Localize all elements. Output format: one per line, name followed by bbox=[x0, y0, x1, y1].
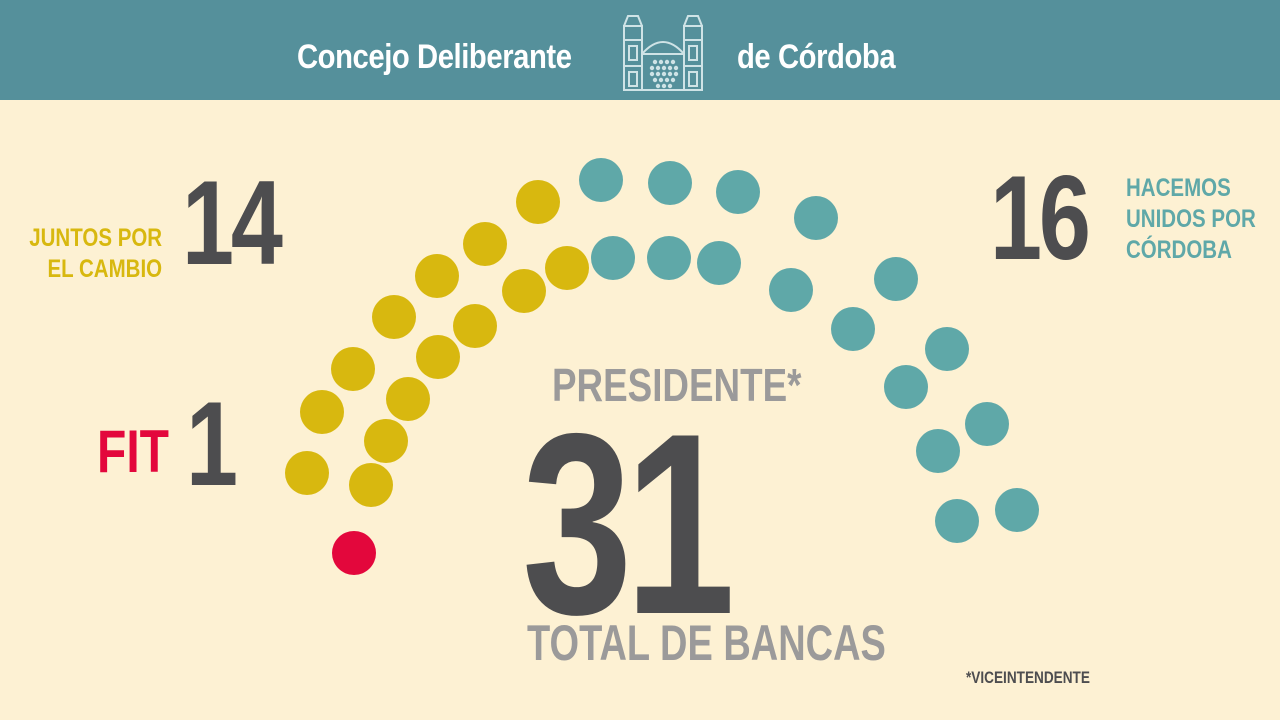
legislative-building-icon bbox=[623, 15, 703, 91]
seat-dot-juntos bbox=[349, 463, 393, 507]
total-seats-label: TOTAL DE BANCAS bbox=[527, 615, 886, 671]
seat-count-fit: 1 bbox=[186, 377, 238, 511]
seat-dot-juntos bbox=[386, 377, 430, 421]
seat-dot-hacemos bbox=[769, 268, 813, 312]
seat-dot-juntos bbox=[415, 254, 459, 298]
seat-dot-hacemos bbox=[965, 402, 1009, 446]
party-label-fit: FIT bbox=[97, 418, 169, 485]
footnote: *VICEINTENDENTE bbox=[966, 668, 1090, 687]
seat-dot-hacemos bbox=[579, 158, 623, 202]
party-label-juntos: JUNTOS POR EL CAMBIO bbox=[29, 224, 163, 283]
seat-dot-hacemos bbox=[831, 307, 875, 351]
seat-dot-juntos bbox=[545, 246, 589, 290]
seat-dot-juntos bbox=[300, 390, 344, 434]
seat-dot-juntos bbox=[285, 451, 329, 495]
seat-count-juntos: 14 bbox=[182, 156, 283, 290]
seat-count-hacemos: 16 bbox=[990, 151, 1091, 285]
presidente-label: PRESIDENTE* bbox=[552, 359, 802, 411]
seat-dot-hacemos bbox=[935, 499, 979, 543]
header-title-left: Concejo Deliberante bbox=[297, 38, 572, 76]
total-seats-number: 31 bbox=[522, 379, 735, 668]
seat-dot-juntos bbox=[453, 304, 497, 348]
seat-dot-hacemos bbox=[794, 196, 838, 240]
seat-dot-hacemos bbox=[591, 236, 635, 280]
seat-dot-juntos bbox=[331, 347, 375, 391]
seat-dot-juntos bbox=[372, 295, 416, 339]
seat-dot-hacemos bbox=[884, 365, 928, 409]
seat-dot-hacemos bbox=[647, 236, 691, 280]
seat-dot-juntos bbox=[416, 335, 460, 379]
seat-dot-juntos bbox=[516, 180, 560, 224]
seat-dot-fit bbox=[332, 531, 376, 575]
seat-dot-juntos bbox=[502, 269, 546, 313]
seat-dot-juntos bbox=[364, 419, 408, 463]
seat-dot-hacemos bbox=[916, 429, 960, 473]
seat-dot-hacemos bbox=[716, 170, 760, 214]
seat-dot-hacemos bbox=[995, 488, 1039, 532]
seat-dot-hacemos bbox=[697, 241, 741, 285]
seat-dot-hacemos bbox=[648, 161, 692, 205]
seat-dot-hacemos bbox=[925, 327, 969, 371]
header-title-right: de Córdoba bbox=[737, 38, 896, 76]
seat-dot-hacemos bbox=[874, 257, 918, 301]
header-bar: Concejo Deliberante bbox=[0, 0, 1280, 100]
seat-dot-juntos bbox=[463, 222, 507, 266]
party-label-hacemos: HACEMOS UNIDOS POR CÓRDOBA bbox=[1126, 174, 1256, 264]
